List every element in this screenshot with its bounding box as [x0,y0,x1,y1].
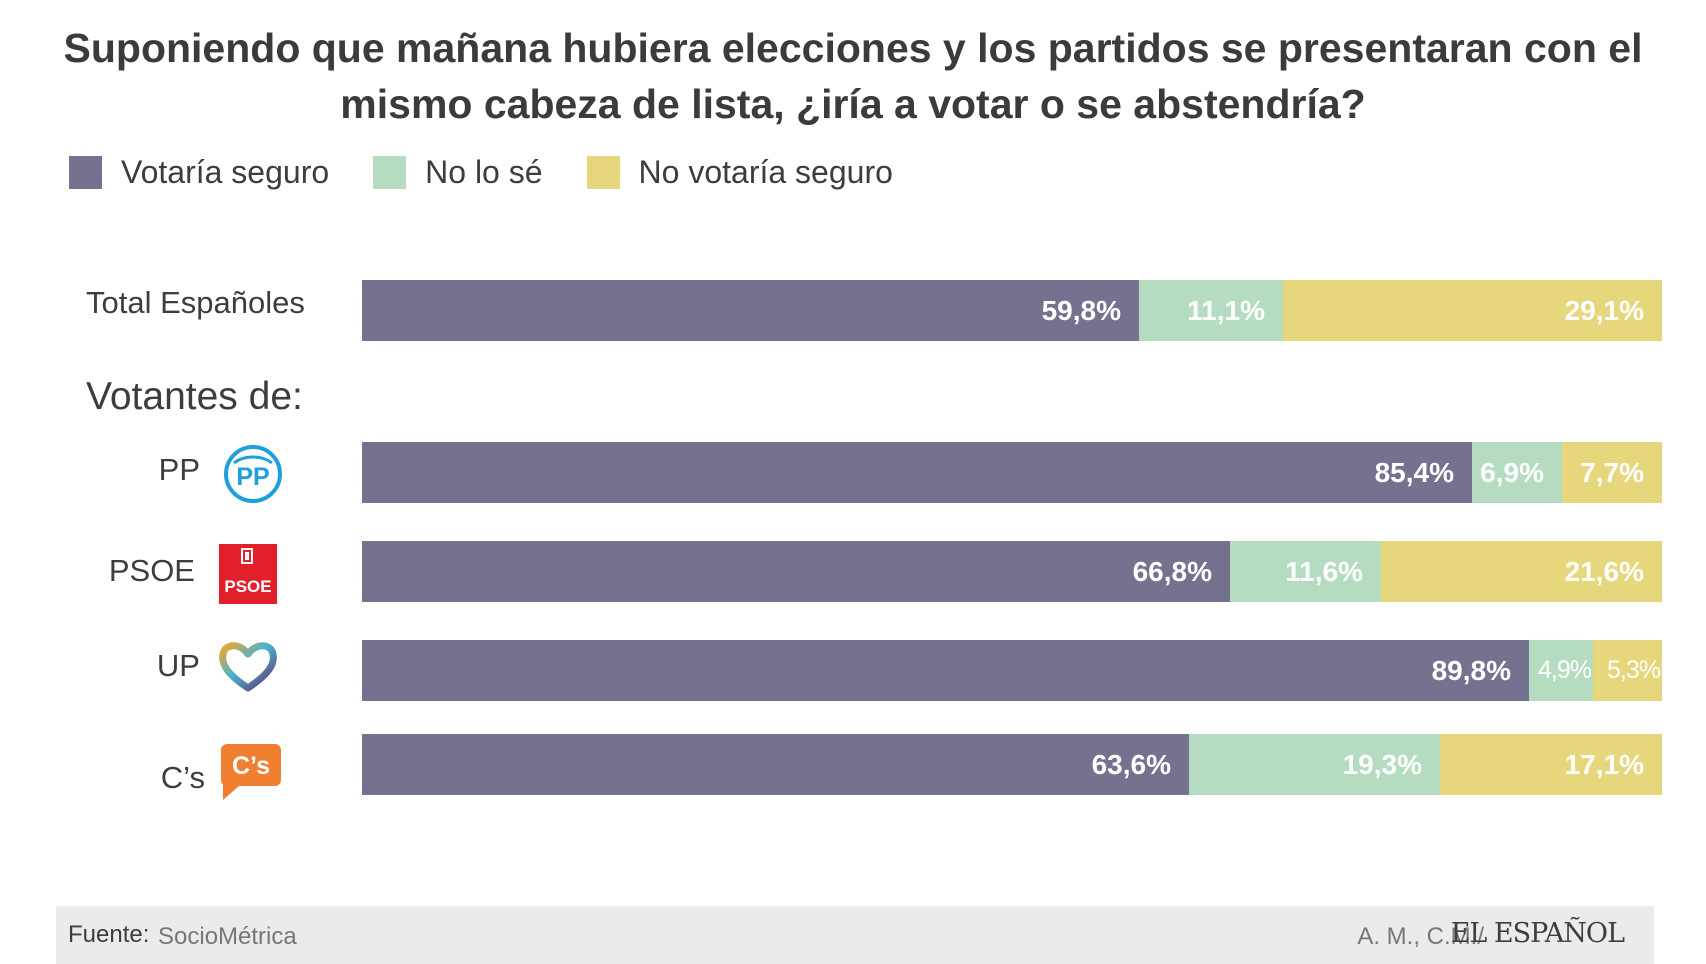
data-label-no-votaria: 17,1% [1564,748,1644,780]
data-label-no-votaria: 21,6% [1564,555,1644,587]
data-label-no-lo-se: 6,9% [1480,456,1544,488]
bar-segment-no-lo-se [1189,734,1440,795]
author-credit: A. M., C.M./ [1357,923,1484,950]
bar-segment-no-votaria [1593,640,1662,701]
data-label-votaria: 66,8% [1132,555,1212,587]
data-label-votaria: 63,6% [1091,748,1171,780]
pp-logo-icon: PP [224,445,282,503]
bar-row-up: 89,8% 4,9% 5,3% [362,640,1662,701]
cs-logo-text: C’s [232,752,270,780]
data-label-no-lo-se: 11,1% [1187,294,1265,326]
brand-logo: EL ESPAÑOL [1450,918,1625,949]
source-lead: Fuente: [68,921,150,948]
bar-row-pp: 85,4% 6,9% 7,7% [362,442,1662,503]
row-label-total: Total Españoles [86,285,305,320]
psoe-logo-icon: PSOE [219,544,277,604]
bar-segment-no-votaria [1562,442,1662,503]
bar-segment-votaria [362,640,1529,701]
data-label-votaria: 89,8% [1431,654,1511,686]
legend-item-no-votaria: No votaría seguro [586,153,893,191]
data-label-no-votaria: 29,1% [1564,294,1644,326]
bar-segment-no-votaria [1440,734,1662,795]
row-label-psoe: PSOE [108,553,195,588]
bar-row-total: 59,8% 11,1% 29,1% [362,280,1662,341]
bar-row-cs: 63,6% 19,3% 17,1% [362,734,1662,795]
legend-swatch-no-votaria [586,155,620,189]
data-label-no-votaria: 7,7% [1580,456,1644,488]
bar-segment-no-votaria [1283,280,1662,341]
legend: Votaría seguro No lo sé No votaría segur… [69,150,937,194]
bar-row-psoe: 66,8% 11,6% 21,6% [362,541,1662,602]
footer: Fuente: SocioMétrica A. M., C.M./ EL ESP… [56,906,1654,964]
source-value: SocioMétrica [158,923,297,950]
section-label-votantes: Votantes de: [86,375,303,418]
data-label-votaria: 59,8% [1041,294,1121,326]
legend-label-no-lo-se: No lo sé [425,153,543,190]
data-label-no-lo-se: 4,9% [1538,656,1592,684]
psoe-logo-text: PSOE [224,577,271,596]
cs-logo-icon: C’s [221,744,281,800]
row-label-pp: PP [158,452,200,487]
data-label-no-lo-se: 19,3% [1342,748,1422,780]
bar-segment-no-votaria [1381,541,1662,602]
bar-segment-votaria [362,280,1139,341]
legend-label-no-votaria: No votaría seguro [638,153,893,190]
data-label-no-lo-se: 11,6% [1285,555,1363,587]
bar-segment-no-lo-se [1230,541,1381,602]
legend-swatch-no-lo-se [373,155,407,189]
bar-segment-no-lo-se [1529,640,1593,701]
chart-title: Suponiendo que mañana hubiera elecciones… [63,25,1643,127]
bar-segment-votaria [362,541,1230,602]
legend-item-no-lo-se: No lo sé [373,153,543,191]
data-label-votaria: 85,4% [1374,456,1454,488]
row-label-cs: C’s [160,760,205,795]
bar-segment-votaria [362,442,1472,503]
pp-logo-text: PP [236,463,269,491]
data-label-no-votaria: 5,3% [1607,656,1661,684]
bar-segment-no-lo-se [1139,280,1283,341]
legend-item-votaria: Votaría seguro [69,154,329,191]
up-heart-icon [219,642,277,692]
row-label-up: UP [156,648,200,683]
bar-segment-no-lo-se [1472,442,1562,503]
legend-swatch-votaria [69,155,102,189]
legend-label-votaria: Votaría seguro [121,153,330,190]
bar-segment-votaria [362,734,1189,795]
